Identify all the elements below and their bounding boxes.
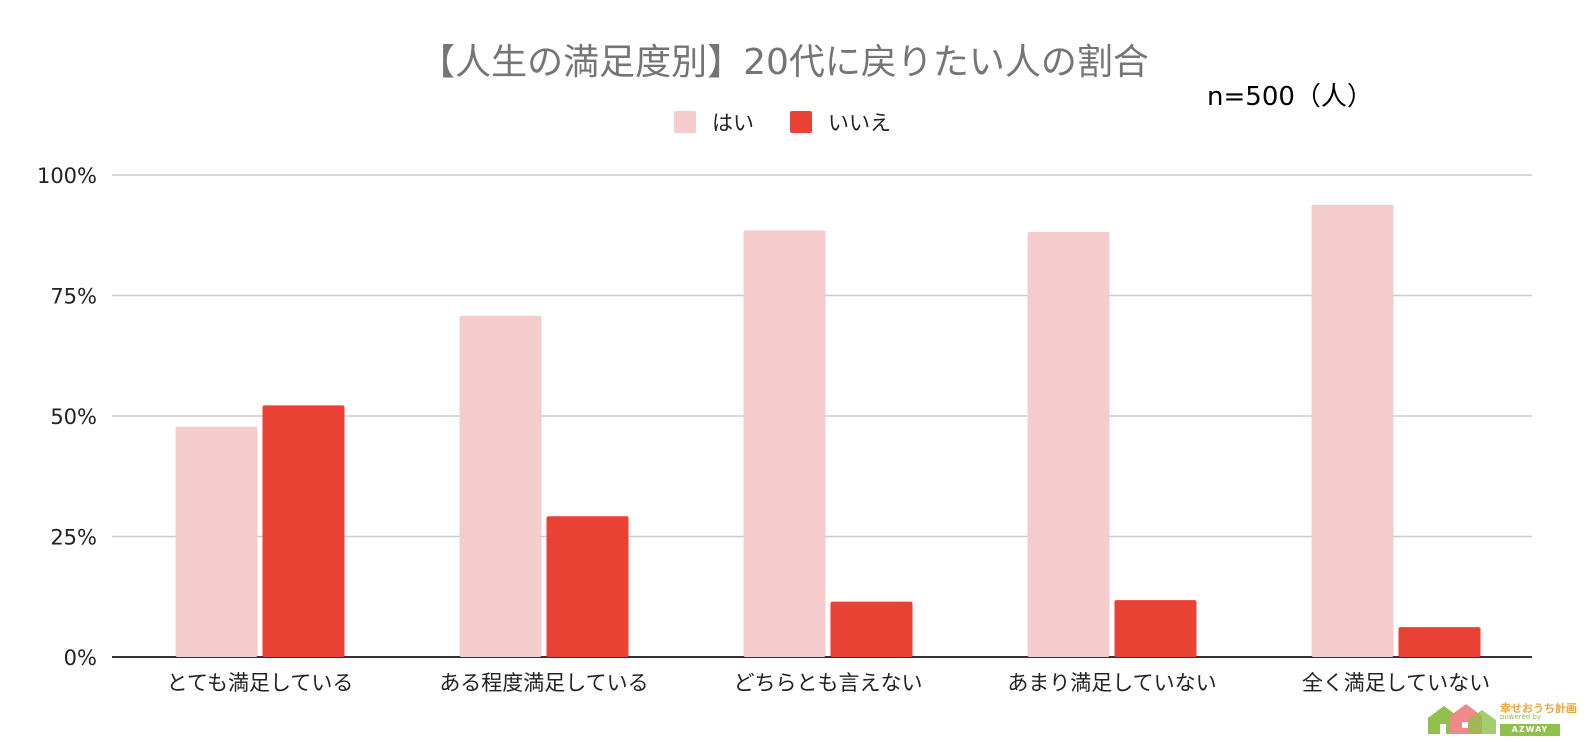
x-tick-label: あまり満足していない — [1007, 671, 1216, 695]
y-tick-label: 50% — [50, 405, 97, 429]
y-tick-label: 25% — [50, 526, 97, 550]
bar-no — [830, 601, 913, 657]
bar-no — [1398, 627, 1481, 657]
bar-yes — [459, 315, 542, 657]
bars — [175, 204, 1481, 657]
house-icon — [1428, 704, 1496, 734]
bar-no — [262, 405, 345, 657]
bar-yes — [743, 230, 826, 657]
logo-brand: AZWAY — [1500, 724, 1560, 736]
logo-subtitle: powered by — [1500, 713, 1542, 721]
x-tick-label: どちらとも言えない — [734, 671, 923, 695]
y-tick-label: 75% — [50, 285, 97, 309]
x-tick-label: とても満足している — [167, 671, 354, 695]
chart-title: 【人生の満足度別】20代に戻りたい人の割合 — [419, 42, 1149, 83]
x-axis-labels: とても満足している ある程度満足している どちらとも言えない あまり満足していない 全く… — [167, 671, 1491, 695]
legend-label: いいえ — [828, 111, 891, 135]
bar-no — [546, 516, 629, 657]
y-tick-label: 100% — [37, 164, 97, 188]
y-tick-label: 0% — [64, 646, 97, 670]
legend-swatch — [790, 111, 812, 133]
bar-no — [1114, 600, 1197, 657]
logo — [1424, 696, 1574, 736]
sample-size-note: n=500（人） — [1207, 82, 1373, 112]
legend-label: はい — [712, 111, 754, 135]
legend: はい いいえ — [674, 111, 891, 135]
bar-yes — [1027, 231, 1110, 657]
legend-swatch — [674, 111, 696, 133]
bar-yes — [175, 426, 258, 657]
bar-yes — [1311, 204, 1394, 657]
x-tick-label: 全く満足していない — [1302, 671, 1490, 695]
logo-title: 幸せおうち計画 — [1500, 702, 1577, 715]
x-tick-label: ある程度満足している — [439, 671, 648, 695]
